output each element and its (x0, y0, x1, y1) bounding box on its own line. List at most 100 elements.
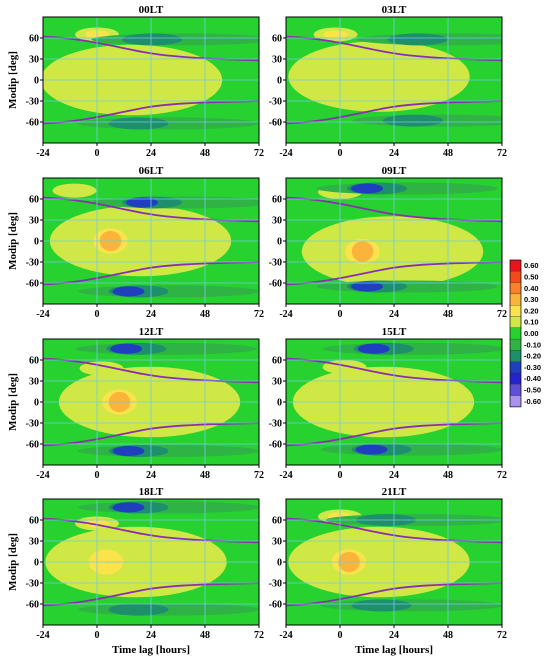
tick-label-x: 72 (254, 309, 264, 320)
contour-negative-core (351, 281, 383, 292)
tick-label-x: 24 (389, 148, 399, 159)
panel-03lt: 03LT -24 0 24 48 72 60 30 0 -30 -60 (269, 4, 507, 159)
contour-negative-core (387, 115, 419, 126)
colorbar-label: 0.10 (524, 318, 539, 327)
y-axis-label: Modip [deg] (7, 212, 19, 270)
y-axis-label: Modip [deg] (7, 51, 19, 109)
x-axis-label: Time lag [hours] (112, 644, 190, 656)
tick-label-x: 48 (443, 309, 453, 320)
zero-contour-south (43, 582, 259, 607)
tick-label-y: 0 (277, 237, 282, 248)
tick-label-x: 72 (497, 470, 507, 481)
panel-title: 18LT (139, 486, 164, 498)
tick-label-x: 72 (497, 148, 507, 159)
tick-label-x: 48 (443, 630, 453, 641)
contour-negative-core (355, 600, 388, 611)
tick-label-x: 72 (497, 309, 507, 320)
tick-label-x: 24 (146, 470, 156, 481)
tick-label-x: -24 (36, 470, 49, 481)
panel-title: 09LT (382, 165, 407, 177)
zero-contour-south (43, 261, 259, 286)
colorbar-label: 0.30 (524, 295, 539, 304)
panel-18lt: 18LT -24 0 24 48 72 60 30 0 -30 -60 Modip [deg] Time… (7, 486, 264, 656)
contour-negative-core (391, 34, 424, 45)
colorbar-swatch (509, 282, 522, 295)
tick-label-y: 30 (272, 216, 282, 227)
y-axis-label: Modip [deg] (7, 533, 19, 591)
colorbar-label: -0.30 (524, 363, 541, 372)
panel-21lt: 21LT -24 0 24 48 72 60 30 0 -30 -60 Time lag [hours… (269, 486, 507, 656)
tick-label-y: -60 (26, 440, 39, 451)
colorbar-label: -0.50 (524, 385, 541, 394)
tick-label-y: 30 (272, 55, 282, 66)
tick-label-x: -24 (279, 470, 292, 481)
panel-title: 00LT (139, 4, 164, 16)
tick-label-y: 0 (34, 76, 39, 87)
tick-label-x: -24 (36, 630, 49, 641)
contour-negative-core (110, 343, 143, 354)
tick-label-x: 24 (389, 630, 399, 641)
colorbar-label: -0.40 (524, 374, 541, 383)
tick-label-x: 48 (200, 630, 210, 641)
contour-negative-core (126, 197, 158, 208)
colorbar-swatch (509, 271, 522, 283)
colorbar-swatch (509, 384, 522, 396)
contour-negative-core (126, 34, 158, 45)
tick-label-y: 60 (29, 34, 39, 45)
tick-label-x: 0 (95, 148, 100, 159)
tick-label-x: 72 (497, 630, 507, 641)
colorbar-swatch (509, 372, 522, 385)
colorbar-label: 0.40 (524, 284, 539, 293)
colorbar-label: -0.60 (524, 397, 541, 406)
colorbar-swatch (509, 259, 522, 272)
contour-positive (320, 58, 390, 95)
tick-label-y: 30 (272, 377, 282, 388)
zero-contour-south (286, 582, 502, 607)
contour-negative-core (112, 118, 145, 129)
panel-09lt: 09LT -24 0 24 48 72 60 30 0 -30 -60 (269, 165, 507, 320)
tick-label-x: 72 (254, 470, 264, 481)
tick-label-y: -30 (269, 97, 282, 108)
panel-title: 03LT (382, 4, 407, 16)
y-axis-label: Modip [deg] (7, 373, 19, 431)
zero-contour-south (286, 422, 502, 447)
tick-label-y: 30 (29, 377, 39, 388)
tick-label-y: 0 (277, 76, 282, 87)
tick-label-x: 24 (389, 470, 399, 481)
colorbar-swatch (509, 361, 522, 374)
tick-label-y: 0 (277, 558, 282, 569)
panel-title: 12LT (139, 326, 164, 338)
panel-15lt: 15LT -24 0 24 48 72 60 30 0 -30 -60 (269, 326, 507, 481)
tick-label-x: -24 (279, 630, 292, 641)
tick-label-y: 0 (277, 398, 282, 409)
panel-12lt: 12LT -24 0 24 48 72 60 30 0 -30 -60 Modip [deg] (7, 326, 264, 481)
colorbar-swatch (509, 350, 522, 362)
tick-label-y: 30 (29, 55, 39, 66)
tick-label-y: -60 (26, 600, 39, 611)
colorbar-swatch (509, 395, 522, 408)
zero-contour-south (286, 100, 502, 125)
tick-label-y: 60 (272, 516, 282, 527)
tick-label-y: -30 (26, 258, 39, 269)
colorbar: 0.60 0.50 0.40 0.30 0.20 0.10 0.00 -0.10 -0.20 -0… (509, 259, 541, 408)
zero-contour-south (43, 422, 259, 447)
tick-label-x: 24 (146, 148, 156, 159)
tick-label-x: -24 (36, 148, 49, 159)
tick-label-x: 48 (200, 148, 210, 159)
panel-title: 21LT (382, 486, 407, 498)
contour-north-positive (79, 361, 124, 376)
colorbar-label: 0.60 (524, 261, 539, 270)
tick-label-x: 0 (95, 470, 100, 481)
tick-label-x: 48 (200, 470, 210, 481)
contour-north-positive (52, 183, 97, 198)
tick-label-y: 60 (29, 516, 39, 527)
colorbar-label: -0.20 (524, 352, 541, 361)
contour-north-positive (323, 30, 348, 39)
tick-label-y: 60 (272, 356, 282, 367)
colorbar-swatch (509, 338, 522, 351)
tick-label-y: -30 (269, 419, 282, 430)
colorbar-swatch (509, 293, 522, 306)
zero-contour-south (43, 100, 259, 125)
tick-label-y: -30 (269, 579, 282, 590)
contour-negative-core (357, 343, 390, 354)
